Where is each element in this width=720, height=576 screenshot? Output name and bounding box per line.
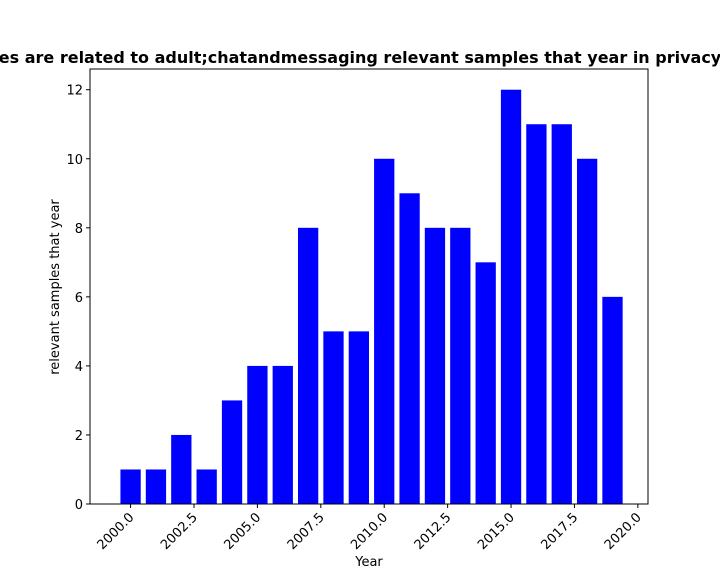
y-axis-ticks: 0 2 4 6 8 10 12 — [66, 84, 90, 513]
y-tick-label: 6 — [75, 291, 83, 306]
x-tick-label: 2012.5 — [412, 510, 455, 553]
bar-2011 — [399, 193, 420, 505]
x-tick-label: 2007.5 — [285, 510, 328, 553]
y-tick-label: 0 — [75, 498, 83, 513]
bar-2004 — [221, 400, 243, 504]
bar-2008 — [323, 331, 344, 504]
x-tick-label: 2005.0 — [221, 510, 264, 553]
chart-title: es are related to adult;chatandmessaging… — [0, 48, 720, 67]
bar-2012 — [424, 227, 446, 505]
y-tick-label: 12 — [66, 84, 83, 99]
bar-2007 — [297, 227, 319, 505]
bar-2002 — [171, 434, 192, 504]
x-axis-label: Year — [354, 555, 383, 570]
bar-2010 — [374, 158, 395, 504]
bar-2016 — [526, 124, 547, 504]
plot-frame — [89, 68, 649, 505]
bar-2009 — [348, 331, 369, 504]
bar-2005 — [247, 365, 268, 504]
y-tick-label: 10 — [66, 153, 83, 168]
bar-2000 — [120, 469, 141, 504]
x-tick-label: 2020.0 — [602, 510, 645, 553]
bar-2013 — [450, 227, 471, 505]
bar-2003 — [196, 469, 217, 504]
x-tick-label: 2000.0 — [95, 510, 138, 553]
x-tick-label: 2015.0 — [475, 510, 518, 553]
bars-group — [120, 89, 623, 505]
bar-2017 — [551, 124, 572, 504]
y-tick-label: 8 — [75, 222, 83, 237]
x-axis-ticks: 2000.0 2002.5 2005.0 2007.5 2010.0 2012.5 2015… — [95, 504, 645, 553]
bar-2006 — [272, 365, 293, 504]
x-tick-label: 2010.0 — [348, 510, 391, 553]
x-tick-label: 2002.5 — [158, 510, 201, 553]
x-tick-label: 2017.5 — [538, 510, 581, 553]
bar-2019 — [602, 296, 623, 504]
bar-2001 — [145, 469, 167, 504]
bar-2015 — [500, 89, 522, 504]
y-tick-label: 4 — [75, 360, 83, 375]
y-tick-label: 2 — [75, 429, 83, 444]
bar-2018 — [576, 158, 598, 504]
bar-2014 — [475, 262, 496, 504]
y-axis-label: relevant samples that year — [48, 199, 63, 375]
